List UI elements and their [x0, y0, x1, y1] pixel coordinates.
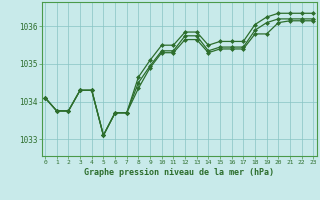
X-axis label: Graphe pression niveau de la mer (hPa): Graphe pression niveau de la mer (hPa) — [84, 168, 274, 177]
